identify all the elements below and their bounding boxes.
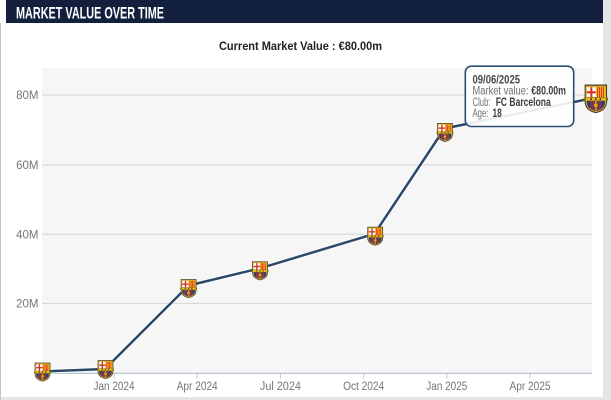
- svg-text:80M: 80M: [16, 90, 38, 102]
- svg-text:Current Market Value : €80.00m: Current Market Value : €80.00m: [219, 40, 382, 53]
- svg-text:MARKET VALUE OVER TIME: MARKET VALUE OVER TIME: [16, 4, 164, 23]
- svg-text:40M: 40M: [16, 229, 38, 241]
- svg-text:FC Barcelona: FC Barcelona: [496, 97, 551, 109]
- svg-text:Apr 2024: Apr 2024: [177, 381, 219, 393]
- svg-text:20M: 20M: [16, 299, 38, 311]
- svg-text:Market value:: Market value:: [473, 86, 529, 98]
- svg-text:Jan 2025: Jan 2025: [426, 381, 467, 393]
- svg-text:Apr 2025: Apr 2025: [510, 381, 551, 393]
- svg-text:Age:: Age:: [473, 108, 489, 120]
- svg-text:Oct 2024: Oct 2024: [343, 381, 385, 393]
- svg-text:Jul 2024: Jul 2024: [260, 381, 302, 393]
- svg-text:€80.00m: €80.00m: [531, 86, 566, 98]
- svg-text:18: 18: [493, 108, 503, 120]
- svg-text:Jan 2024: Jan 2024: [94, 381, 136, 393]
- svg-text:09/06/2025: 09/06/2025: [473, 74, 521, 86]
- svg-text:60M: 60M: [16, 160, 38, 172]
- svg-text:Club:: Club:: [473, 97, 491, 109]
